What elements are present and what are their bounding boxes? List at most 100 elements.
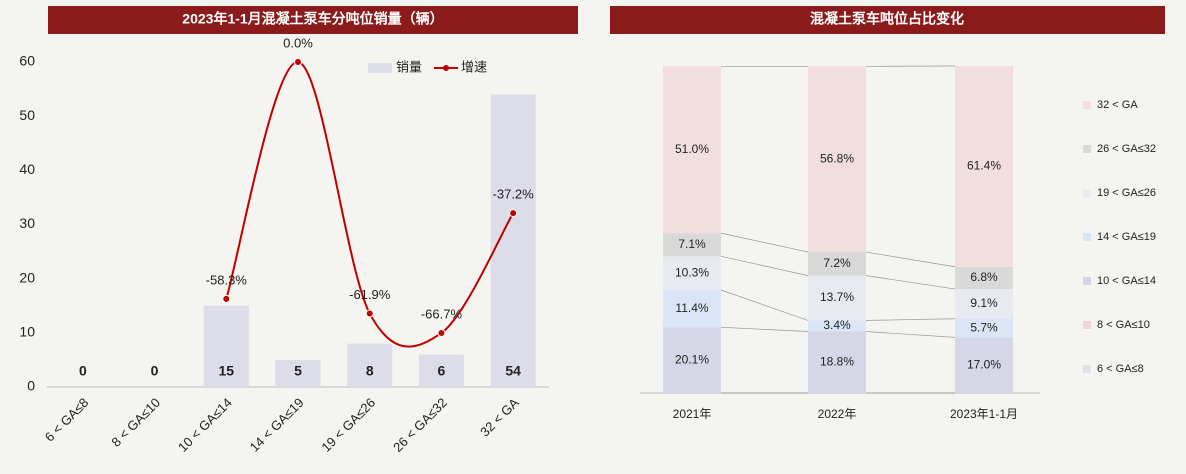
line-point	[437, 328, 446, 337]
bar-segment	[663, 289, 721, 328]
legend-swatch	[1083, 233, 1091, 241]
connector	[720, 232, 809, 253]
title-bar	[610, 6, 1165, 34]
line	[225, 60, 515, 348]
x-tick-label: 32 < GA	[477, 395, 522, 440]
legend-label: 19 < GA≤26	[1097, 187, 1156, 199]
data-label: 61.4%	[967, 159, 1001, 173]
bar	[347, 343, 393, 387]
data-label: 18.8%	[820, 354, 854, 368]
bar-segment	[955, 66, 1013, 267]
data-label: 6.8%	[970, 270, 998, 284]
data-label: 9.1%	[970, 296, 998, 310]
legend-label: 26 < GA≤32	[1097, 143, 1156, 155]
data-label: 0	[79, 363, 87, 379]
line-point	[294, 58, 302, 66]
bar-segment	[808, 320, 866, 332]
data-label: 0	[151, 363, 159, 379]
connector	[865, 251, 956, 268]
y-tick-label: 30	[19, 215, 35, 231]
x-tick-label: 8 < GA≤10	[108, 395, 163, 450]
bar-segment	[955, 289, 1013, 319]
legend-swatch	[1083, 189, 1091, 197]
connector	[720, 289, 809, 321]
bar-segment	[663, 327, 721, 393]
y-tick-label: 0	[27, 378, 35, 394]
legend-swatch	[1083, 321, 1091, 329]
connector	[865, 318, 956, 321]
line-point	[365, 309, 374, 318]
data-label: -61.9%	[349, 287, 391, 302]
data-label: 0.0%	[283, 35, 313, 50]
x-tick-label: 26 < GA≤32	[390, 395, 450, 455]
data-label: 54	[505, 363, 521, 379]
legend-label: 14 < GA≤19	[1097, 231, 1156, 243]
legend-label: 8 < GA≤10	[1097, 319, 1150, 331]
legend-swatch	[368, 63, 392, 73]
bar-segment	[955, 337, 1013, 393]
bar	[490, 94, 536, 387]
bar-segment	[663, 256, 721, 290]
data-label: -58.3%	[206, 272, 248, 287]
bar	[418, 354, 464, 387]
legend-swatch	[1083, 145, 1091, 153]
connector	[865, 331, 956, 338]
bar-segment	[663, 233, 721, 257]
legend-label: 增速	[461, 59, 487, 74]
data-label: -37.2%	[493, 187, 535, 202]
data-label: 7.2%	[823, 256, 851, 270]
y-tick-label: 40	[19, 161, 35, 177]
legend-swatch	[1083, 101, 1091, 109]
x-tick-label: 2023年1-1月	[950, 407, 1018, 421]
data-label: 20.1%	[675, 352, 709, 366]
chart-title: 2023年1-1月混凝土泵车分吨位销量（辆）	[182, 11, 443, 27]
legend-label: 10 < GA≤14	[1097, 275, 1156, 287]
y-tick-label: 10	[19, 324, 35, 340]
x-tick-label: 10 < GA≤14	[175, 395, 235, 455]
data-label: 10.3%	[675, 265, 709, 279]
bar-segment	[808, 331, 866, 393]
data-label: 5.7%	[970, 320, 998, 334]
bar-segment	[663, 66, 721, 234]
connector	[720, 255, 809, 276]
data-label: -66.7%	[421, 306, 463, 321]
legend-label: 32 < GA	[1097, 99, 1138, 111]
legend-swatch	[1083, 365, 1091, 373]
data-label: 51.0%	[675, 142, 709, 156]
title-bar	[48, 6, 578, 34]
bar-segment	[808, 66, 866, 253]
connector	[720, 326, 809, 332]
data-label: 5	[294, 363, 302, 379]
x-tick-label: 2022年	[818, 407, 857, 421]
x-tick-label: 19 < GA≤26	[318, 395, 378, 455]
bar-segment	[955, 318, 1013, 338]
line-point	[509, 209, 518, 218]
bar-segment	[955, 266, 1013, 290]
x-tick-label: 14 < GA≤19	[247, 395, 307, 455]
bar-segment	[808, 252, 866, 276]
legend-label: 销量	[396, 59, 422, 74]
x-tick-label: 6 < GA≤8	[42, 395, 92, 445]
legend-label: 6 < GA≤8	[1097, 363, 1144, 375]
data-label: 6	[438, 363, 446, 379]
y-tick-label: 20	[19, 269, 35, 285]
connector	[865, 275, 956, 290]
data-label: 56.8%	[820, 151, 854, 165]
data-label: 11.4%	[675, 301, 708, 315]
data-label: 3.4%	[823, 318, 851, 332]
y-tick-label: 50	[19, 107, 35, 123]
bar-segment	[808, 275, 866, 321]
bar	[275, 359, 321, 387]
line-point	[222, 294, 231, 303]
bar	[203, 305, 249, 387]
legend-swatch	[1083, 277, 1091, 285]
chart-title: 混凝土泵车吨位占比变化	[810, 11, 964, 27]
data-label: 8	[366, 363, 374, 379]
data-label: 17.0%	[967, 357, 1001, 371]
data-label: 15	[218, 363, 234, 379]
data-label: 7.1%	[678, 237, 706, 251]
y-tick-label: 60	[19, 53, 35, 69]
x-tick-label: 2021年	[673, 407, 712, 421]
